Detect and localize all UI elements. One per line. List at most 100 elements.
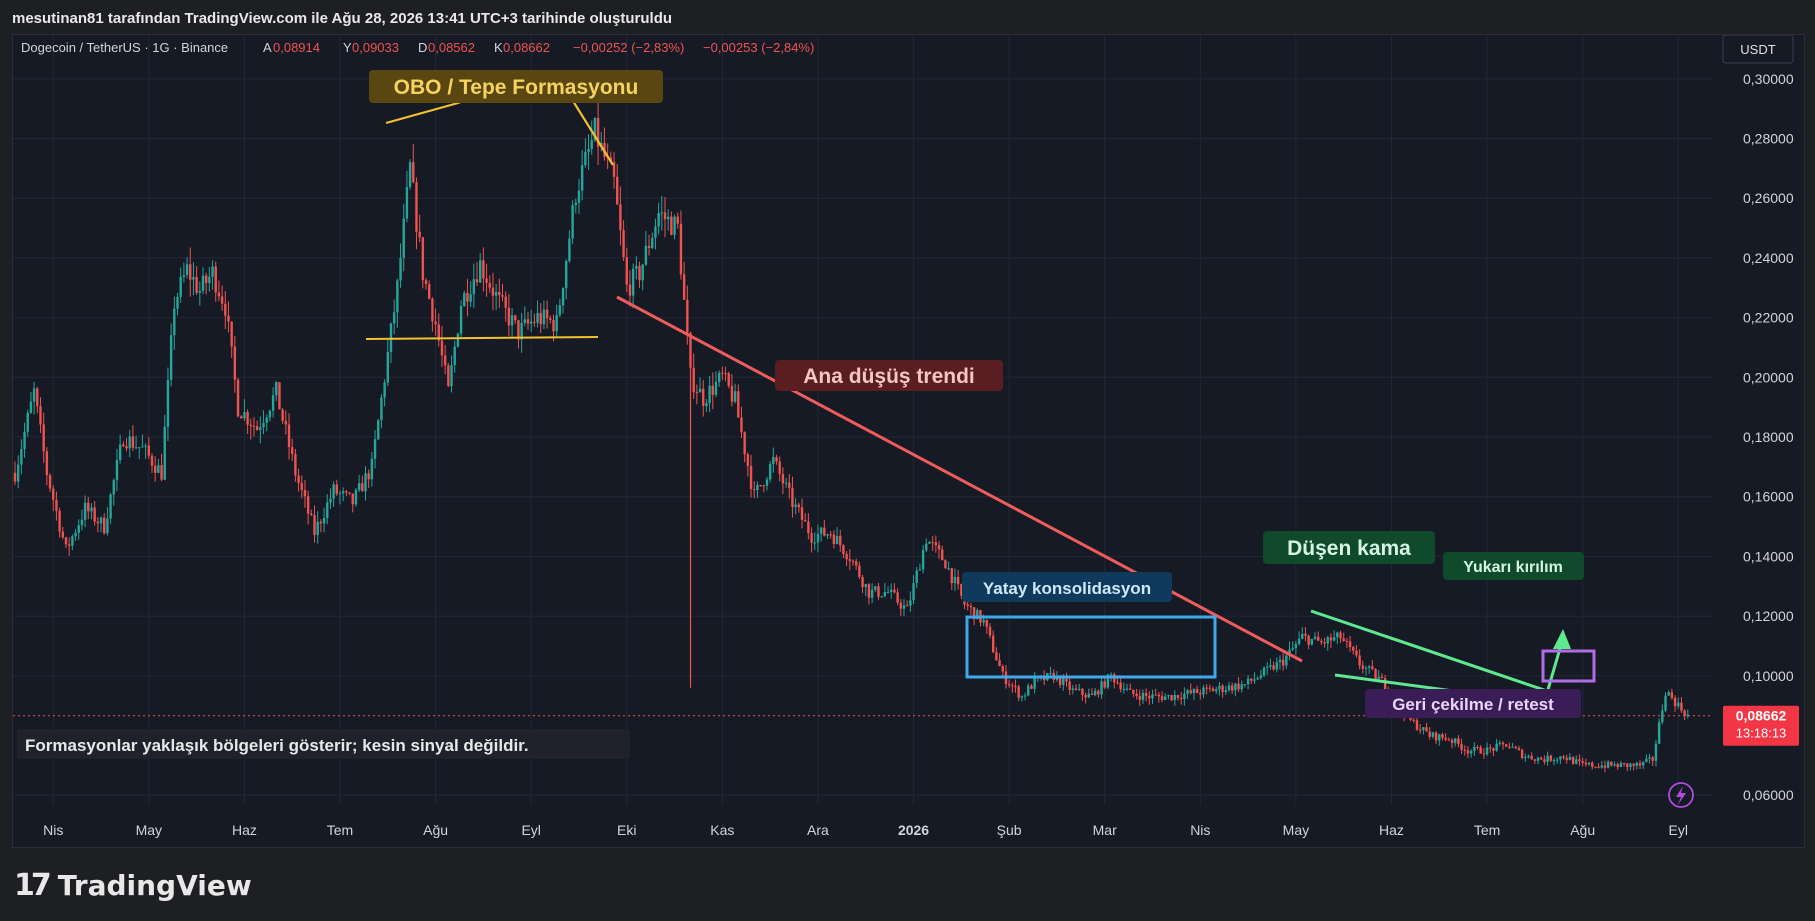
candle-body: [1144, 693, 1148, 696]
candle-body: [386, 352, 389, 383]
candle-body: [1141, 693, 1145, 700]
candle-body: [950, 568, 953, 584]
candle-body: [268, 410, 272, 418]
candle-body: [921, 550, 925, 570]
candle-body: [988, 626, 992, 636]
tradingview-logo[interactable]: 𝟭𝟳 TradingView: [14, 868, 252, 903]
candles: [13, 100, 1690, 773]
candle-body: [740, 417, 743, 433]
candle-body: [1422, 727, 1425, 731]
candle-body: [660, 212, 664, 214]
candle-body: [208, 276, 211, 284]
candle-body: [122, 444, 125, 447]
candle-body: [1014, 686, 1017, 688]
candle-body: [1135, 693, 1138, 697]
candle-body: [1157, 694, 1161, 697]
candle-body: [1571, 757, 1575, 764]
candle-body: [246, 412, 249, 425]
candle-body: [851, 560, 855, 562]
chart-panel[interactable]: 0,30000 0,28000 0,26000 0,24000 0,22000 0,200…: [12, 34, 1805, 848]
candle-body: [746, 454, 750, 467]
candle-body: [727, 373, 730, 386]
candle-body: [663, 212, 667, 220]
candle-body: [227, 315, 230, 322]
candle-body: [507, 307, 511, 326]
candle-body: [1017, 686, 1020, 698]
x-tick-label: Kas: [710, 822, 734, 838]
candle-body: [651, 237, 654, 248]
candle-body: [1237, 683, 1240, 690]
y-tick-label: 0,16000: [1743, 489, 1794, 505]
lightning-icon[interactable]: [1668, 782, 1694, 808]
legend-open-value: 0,08914: [273, 40, 320, 55]
candle-body: [138, 447, 141, 449]
candle-body: [1342, 638, 1345, 642]
candle-body: [1221, 685, 1224, 692]
currency-button[interactable]: USDT: [1722, 35, 1794, 64]
candle-body: [807, 521, 810, 534]
candle-body: [236, 379, 240, 417]
candle-body: [536, 312, 539, 323]
retest-box: [1541, 649, 1596, 683]
candle-body: [367, 473, 370, 480]
candle-body: [134, 447, 138, 449]
candle-body: [835, 535, 839, 544]
candle-body: [1616, 764, 1619, 768]
candle-body: [1485, 747, 1489, 755]
current-price-tag: 0,08662 13:18:13: [1723, 705, 1799, 746]
candle-body: [13, 472, 17, 482]
candle-body: [1234, 683, 1237, 691]
candle-body: [1664, 695, 1667, 711]
candle-body: [1173, 695, 1177, 701]
x-tick-label: Eyl: [1669, 822, 1688, 838]
candle-body: [1033, 677, 1036, 689]
legend-low-label: D: [418, 40, 427, 55]
candle-body: [252, 426, 256, 428]
candle-body: [1667, 692, 1670, 696]
candle-body: [144, 445, 147, 447]
candle-body: [514, 315, 517, 321]
candlestick-chart[interactable]: 0,30000 0,28000 0,26000 0,24000 0,22000 0,200…: [13, 35, 1804, 847]
candle-body: [1224, 690, 1227, 692]
candle-body: [845, 553, 848, 560]
candle-body: [1425, 727, 1428, 732]
candle-body: [361, 483, 364, 492]
tradingview-mark-icon: 𝟭𝟳: [14, 868, 52, 903]
candle-body: [561, 288, 565, 306]
candle-body: [1683, 710, 1686, 717]
x-tick-label: Mar: [1093, 822, 1117, 838]
candle-body: [944, 560, 947, 569]
candle-body: [83, 502, 87, 520]
candle-body: [1011, 685, 1014, 687]
candle-body: [1460, 743, 1463, 750]
candle-body: [1469, 750, 1473, 754]
candle-body: [1023, 695, 1027, 697]
candle-body: [1361, 665, 1365, 669]
candle-body: [1524, 757, 1527, 759]
candle-body: [743, 432, 746, 455]
candle-body: [1428, 731, 1431, 737]
candle-body: [42, 424, 45, 452]
candle-body: [389, 323, 393, 353]
candle-body: [682, 274, 686, 300]
candle-body: [408, 162, 412, 188]
candle-body: [498, 291, 501, 296]
legend-symbol: Dogecoin / TetherUS · 1G · Binance: [21, 40, 228, 55]
candle-body: [558, 305, 562, 316]
candle-body: [1291, 647, 1294, 650]
x-axis[interactable]: Nis May Haz Tem Ağu Eyl Eki Kas Ara 2026 Şub Mar Nis…: [43, 822, 1688, 838]
disclaimer-text: Formasyonlar yaklaşık bölgeleri gösterir…: [25, 736, 529, 755]
candle-body: [93, 507, 96, 522]
candle-body: [80, 519, 84, 526]
candle-body: [1686, 714, 1690, 717]
candle-body: [832, 534, 836, 544]
candle-body: [791, 487, 794, 507]
candle-body: [918, 569, 922, 571]
y-axis[interactable]: 0,30000 0,28000 0,26000 0,24000 0,22000 0,200…: [1743, 71, 1794, 803]
candle-body: [1657, 722, 1661, 744]
candle-body: [55, 499, 58, 511]
candle-body: [485, 278, 488, 283]
candle-body: [848, 559, 852, 561]
candle-body: [405, 187, 409, 219]
y-tick-label: 0,22000: [1743, 310, 1794, 326]
